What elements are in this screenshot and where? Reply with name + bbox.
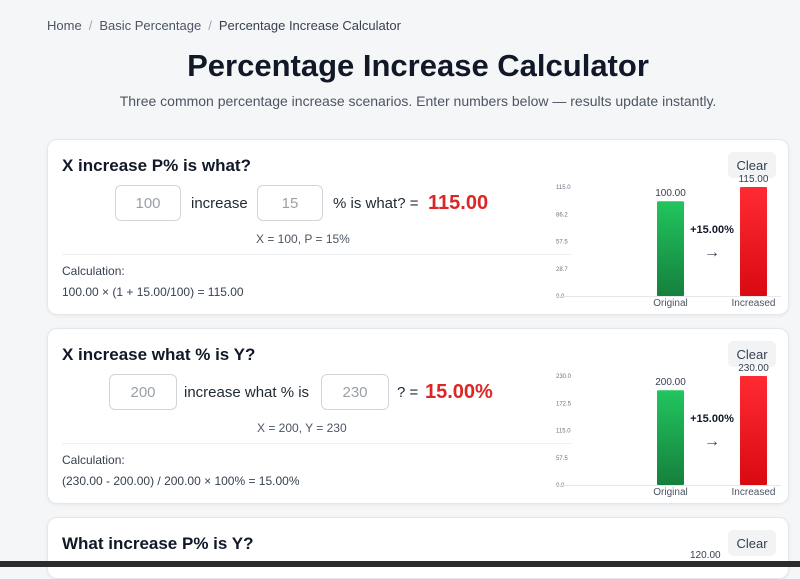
arrow-right-icon: →	[704, 433, 720, 450]
calculation-formula: 100.00 × (1 + 15.00/100) = 115.00	[62, 285, 244, 299]
divider	[62, 254, 572, 255]
increased-bar	[740, 187, 767, 296]
percent-input[interactable]	[257, 185, 323, 221]
increased-bar	[740, 376, 767, 485]
breadcrumb-home-link[interactable]: Home	[47, 18, 82, 33]
bar-value-label: 230.00	[738, 363, 769, 374]
bar-value-label: 120.00	[690, 550, 721, 561]
card-title: X increase P% is what?	[62, 156, 251, 175]
clear-button[interactable]: Clear	[728, 530, 776, 556]
breadcrumb-separator: /	[208, 18, 212, 33]
y-tick-label: 172.5	[556, 401, 572, 407]
bottom-taskbar-strip	[0, 561, 800, 567]
x-input[interactable]	[115, 185, 181, 221]
y-tick-label: 28.7	[556, 267, 568, 273]
bar-value-label: 100.00	[655, 188, 686, 199]
is-what-text: % is what? =	[333, 195, 419, 212]
page-title: Percentage Increase Calculator	[187, 48, 649, 83]
bar-category-label: Original	[653, 298, 687, 309]
bar-category-label: Original	[653, 487, 687, 498]
breadcrumb-separator: /	[88, 18, 93, 33]
calculator-card-x-increase-p: X increase P% is what? Clear increase % …	[47, 139, 789, 315]
card-title: X increase what % is Y?	[62, 345, 256, 364]
calculation-label: Calculation:	[62, 264, 125, 278]
increase-text: increase	[191, 195, 248, 212]
variables-summary: X = 200, Y = 230	[257, 421, 347, 435]
comparison-bar-chart: 0.057.5115.0172.5230.0200.00Original230.…	[556, 363, 781, 498]
calculation-formula: (230.00 - 200.00) / 200.00 × 100% = 15.0…	[62, 474, 300, 488]
bar-value-label: 200.00	[655, 377, 686, 388]
breadcrumb-basic-percentage-link[interactable]: Basic Percentage	[99, 18, 202, 33]
bar-value-label: 115.00	[739, 174, 769, 185]
y-tick-label: 57.5	[556, 456, 568, 462]
percent-change-label: +15.00%	[690, 413, 734, 425]
breadcrumb: Home / Basic Percentage / Percentage Increas…	[47, 18, 401, 33]
variables-summary: X = 100, P = 15%	[256, 232, 350, 246]
y-tick-label: 57.5	[556, 240, 568, 246]
divider	[62, 443, 572, 444]
y-tick-label: 115.0	[556, 429, 571, 435]
percent-change-label: +15.00%	[690, 224, 734, 236]
calculator-card-x-increase-what-percent: X increase what % is Y? Clear increase w…	[47, 328, 789, 504]
breadcrumb-current: Percentage Increase Calculator	[218, 18, 401, 33]
clear-button[interactable]: Clear	[728, 152, 776, 178]
result-value: 15.00%	[425, 381, 493, 403]
bar-category-label: Increased	[732, 298, 776, 309]
y-tick-label: 230.0	[556, 374, 572, 380]
clear-button[interactable]: Clear	[728, 341, 776, 367]
equals-text: ? =	[397, 384, 419, 401]
calculation-label: Calculation:	[62, 453, 125, 467]
x-input[interactable]	[109, 374, 177, 410]
increase-what-percent-text: increase what % is	[184, 384, 310, 401]
calculator-card-what-increase-p: What increase P% is Y? Clear 120.00	[47, 517, 789, 579]
bar-category-label: Increased	[732, 487, 776, 498]
original-bar	[657, 390, 684, 485]
page-subtitle: Three common percentage increase scenari…	[119, 93, 717, 109]
y-tick-label: 86.2	[556, 212, 568, 218]
card-title: What increase P% is Y?	[62, 534, 254, 553]
original-bar	[657, 201, 684, 296]
page: Home / Basic Percentage / Percentage Increas…	[0, 18, 800, 579]
y-input[interactable]	[321, 374, 389, 410]
result-value: 115.00	[428, 192, 489, 214]
arrow-right-icon: →	[704, 244, 720, 261]
comparison-bar-chart: 0.028.757.586.2115.0100.00Original115.00…	[556, 174, 781, 309]
y-tick-label: 115.0	[556, 185, 571, 191]
